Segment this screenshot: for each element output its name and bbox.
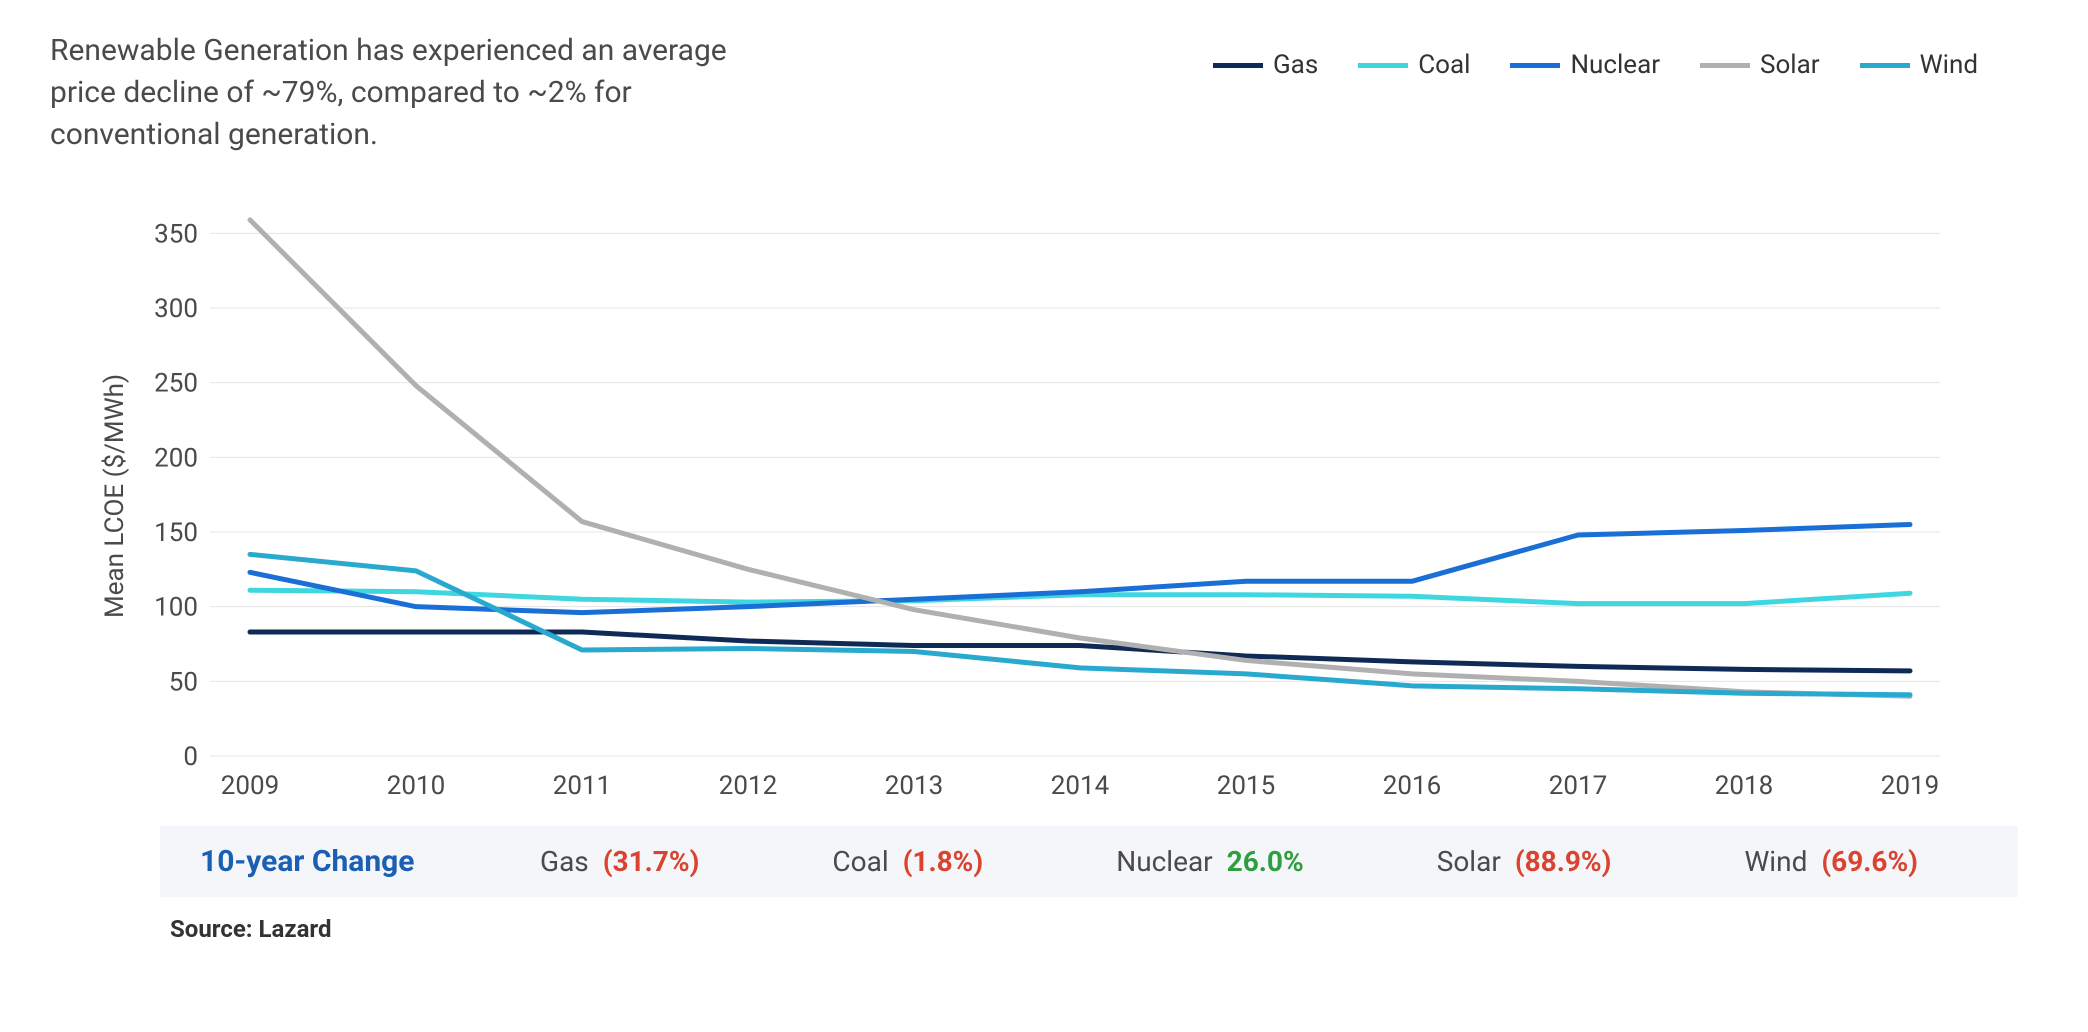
legend-label: Nuclear [1570, 50, 1660, 80]
change-item-name: Nuclear [1116, 845, 1212, 878]
y-tick-label: 50 [169, 667, 198, 697]
change-item-name: Coal [832, 845, 888, 878]
x-tick-label: 2018 [1715, 771, 1773, 801]
change-item-value: 26.0% [1227, 845, 1304, 878]
change-summary-bar: 10-year Change Gas (31.7%) Coal (1.8%) Nucle… [160, 826, 2018, 897]
legend-label: Wind [1920, 50, 1978, 80]
x-tick-label: 2011 [553, 771, 611, 801]
x-tick-label: 2013 [885, 771, 943, 801]
y-tick-label: 350 [154, 219, 198, 249]
legend-swatch [1213, 63, 1263, 68]
y-tick-label: 150 [154, 518, 198, 548]
change-item-value: (31.7%) [603, 845, 700, 878]
source-attribution: Source: Lazard [170, 915, 2038, 943]
series-nuclear [250, 525, 1910, 613]
legend-item-coal: Coal [1358, 50, 1470, 80]
legend-swatch [1510, 63, 1560, 68]
x-tick-label: 2019 [1881, 771, 1939, 801]
change-item-solar: Solar (88.9%) [1437, 845, 1612, 878]
x-tick-label: 2016 [1383, 771, 1441, 801]
x-tick-label: 2017 [1549, 771, 1607, 801]
change-items: Gas (31.7%) Coal (1.8%) Nuclear 26.0% Solar (88… [540, 845, 1978, 878]
legend-item-gas: Gas [1213, 50, 1318, 80]
y-tick-label: 0 [183, 742, 198, 772]
series-solar [250, 220, 1910, 696]
change-item-name: Gas [540, 845, 589, 878]
legend-item-nuclear: Nuclear [1510, 50, 1660, 80]
change-item-name: Solar [1437, 845, 1501, 878]
change-item-wind: Wind (69.6%) [1744, 845, 1918, 878]
change-item-name: Wind [1744, 845, 1807, 878]
x-tick-label: 2012 [719, 771, 777, 801]
legend-item-wind: Wind [1860, 50, 1978, 80]
change-item-value: (1.8%) [903, 845, 984, 878]
legend-item-solar: Solar [1700, 50, 1820, 80]
change-item-nuclear: Nuclear 26.0% [1116, 845, 1303, 878]
change-item-value: (69.6%) [1821, 845, 1918, 878]
chart-description: Renewable Generation has experienced an … [50, 30, 730, 156]
legend: Gas Coal Nuclear Solar Wind [1213, 30, 2038, 80]
legend-label: Coal [1418, 50, 1470, 80]
y-axis-label: Mean LCOE ($/MWh) [90, 186, 130, 806]
legend-swatch [1358, 63, 1408, 68]
change-item-gas: Gas (31.7%) [540, 845, 699, 878]
y-tick-label: 250 [154, 369, 198, 399]
y-tick-label: 100 [154, 593, 198, 623]
y-tick-label: 300 [154, 294, 198, 324]
x-tick-label: 2010 [387, 771, 445, 801]
x-tick-label: 2015 [1217, 771, 1275, 801]
y-tick-label: 200 [154, 443, 198, 473]
x-tick-label: 2009 [221, 771, 279, 801]
legend-swatch [1860, 63, 1910, 68]
change-title: 10-year Change [200, 844, 460, 879]
header-row: Renewable Generation has experienced an … [50, 30, 2038, 156]
chart-container: Mean LCOE ($/MWh) 0 50 100 150 200 250 300 350 2… [90, 186, 2038, 806]
x-tick-label: 2014 [1051, 771, 1110, 801]
change-item-value: (88.9%) [1515, 845, 1612, 878]
series-wind [250, 554, 1910, 694]
line-chart: 0 50 100 150 200 250 300 350 2009 2010 2011 2012 201… [130, 186, 1950, 806]
legend-swatch [1700, 63, 1750, 68]
legend-label: Gas [1273, 50, 1318, 80]
change-item-coal: Coal (1.8%) [832, 845, 983, 878]
legend-label: Solar [1760, 50, 1820, 80]
